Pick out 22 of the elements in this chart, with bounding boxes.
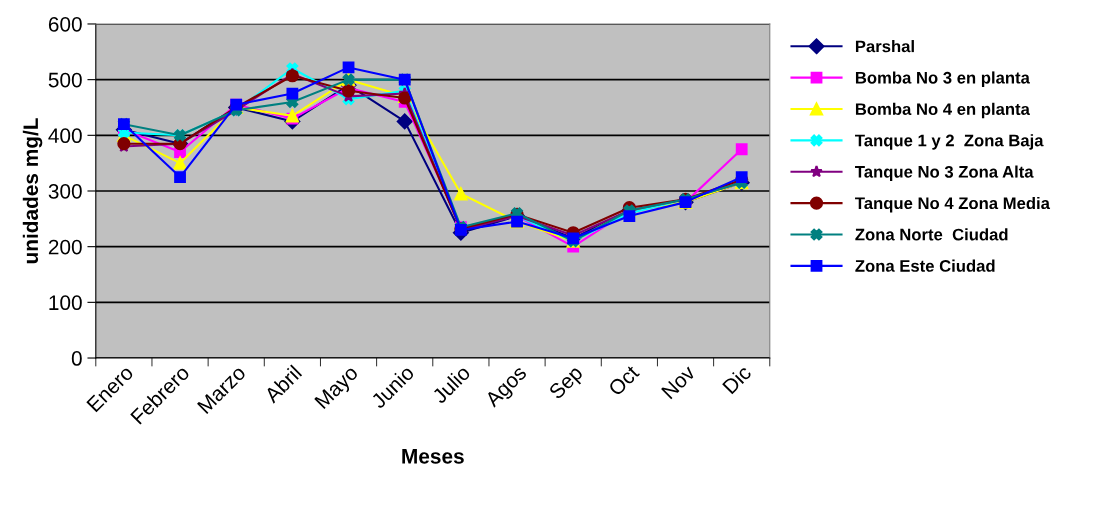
x-axis-title: Meses [402,449,464,464]
y-tick-label: 200 [48,239,82,255]
y-tick-label: 100 [49,295,82,311]
x-tick-label: Julio [430,364,472,405]
legend-label: Tanque No 4 Zona Media [855,196,1051,213]
legend-label: Zona Norte Ciudad [855,228,1008,241]
y-tick-label: 400 [48,128,82,144]
legend-label: Tanque No 3 Zona Alta [855,165,1034,182]
legend-label: Bomba No 4 en planta [855,102,1030,119]
legend-label: Parshal [855,40,914,53]
legend-label: Bomba No 3 en planta [855,71,1030,87]
y-tick-label: 300 [48,184,82,199]
x-tick-label: Sep [548,364,587,403]
x-tick-label: Nov [661,364,697,400]
x-tick-label: Oct [607,364,641,397]
legend-label: Tanque 1 y 2 Zona Baja [855,134,1044,150]
y-tick-label: 0 [71,351,82,366]
y-tick-label: 600 [48,16,82,32]
y-tick-label: 500 [48,72,82,88]
x-tick-label: Dic [721,363,753,395]
legend-label: Zona Este Ciudad [855,259,995,272]
y-axis-title: unidades mg/L [22,118,43,264]
